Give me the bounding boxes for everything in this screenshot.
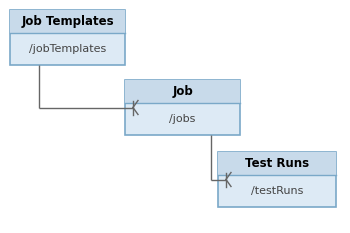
Bar	[125, 80, 240, 135]
Bar	[10, 10, 125, 65]
Text: /jobs: /jobs	[169, 114, 196, 124]
Bar	[218, 152, 336, 207]
Text: /testRuns: /testRuns	[251, 186, 303, 196]
Bar	[218, 152, 336, 175]
Bar	[10, 10, 125, 33]
Text: Job Templates: Job Templates	[21, 15, 114, 28]
Text: Job: Job	[172, 85, 193, 98]
Text: Test Runs: Test Runs	[245, 157, 309, 170]
Text: /jobTemplates: /jobTemplates	[29, 44, 106, 54]
Bar	[125, 80, 240, 103]
